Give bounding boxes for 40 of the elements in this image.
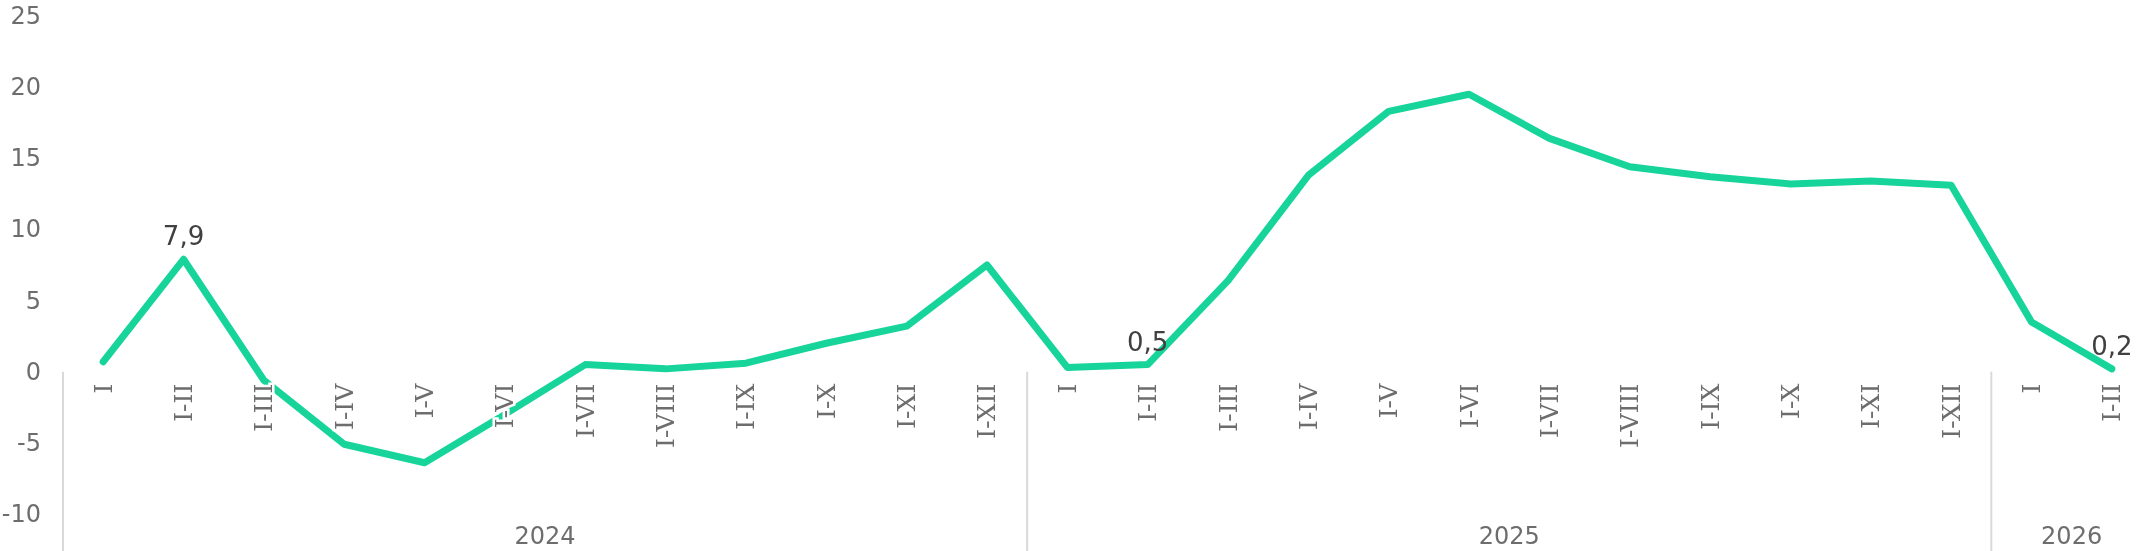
x-tick-label: I-X [1775, 383, 1805, 419]
text: 2024 [514, 522, 576, 550]
x-tick-label: I-IX [731, 383, 761, 430]
x-tick-label: I-VI [490, 383, 520, 429]
x-tick-label: I-XII [972, 383, 1002, 439]
text: 2026 [2041, 522, 2103, 550]
x-tick-label: I-X [811, 383, 841, 419]
y-tick-label: 25 [10, 2, 41, 30]
x-tick-label: I [2016, 383, 2046, 394]
x-tick-label: I-VIII [651, 383, 681, 448]
x-tick-label: I [88, 383, 118, 394]
y-tick-label: 0 [25, 357, 41, 386]
data-label: 7,9 [162, 221, 205, 252]
y-tick-label: -10 [1, 500, 41, 528]
x-tick-label: I-XII [1936, 383, 1966, 439]
x-tick-label: I-IV [329, 382, 359, 430]
data-label: 0,2 [2091, 330, 2133, 361]
x-tick-label: I-V [1374, 382, 1404, 419]
x-tick-label: I-XI [1856, 383, 1886, 429]
text: 2025 [1478, 522, 1540, 550]
x-tick-label: I-IV [1293, 382, 1323, 430]
x-tick-label: I-II [1133, 383, 1163, 422]
x-tick-label: I [1052, 383, 1082, 394]
y-tick-label: 15 [10, 144, 41, 173]
x-tick-label: I-VII [1534, 383, 1564, 439]
x-tick-label: I-III [1213, 383, 1243, 432]
x-tick-label: I-III [249, 383, 279, 432]
x-tick-label: I-V [410, 382, 440, 419]
data-label: 0,5 [1126, 326, 1169, 357]
y-tick-label: 10 [10, 215, 41, 244]
y-tick-label: 20 [10, 73, 41, 102]
x-tick-label: I-II [2097, 383, 2127, 422]
x-tick-label: I-XI [892, 383, 922, 429]
x-tick-label: I-VIII [1615, 383, 1645, 448]
x-tick-label: I-II [169, 383, 199, 422]
x-tick-label: I-IX [1695, 383, 1725, 430]
x-tick-label: I-VI [1454, 383, 1484, 429]
x-tick-label: I-VII [570, 383, 600, 439]
y-tick-label: 5 [25, 286, 41, 315]
y-tick-label: -5 [17, 428, 41, 457]
